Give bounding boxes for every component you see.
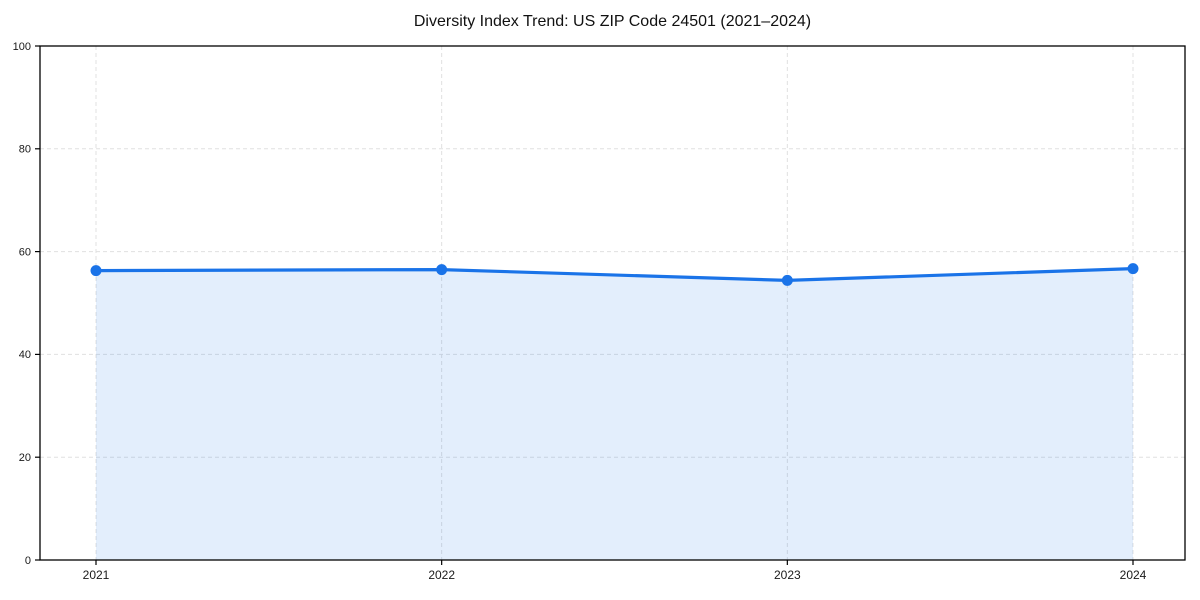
data-point-2023 [781,274,793,286]
y-tick-label: 20 [19,452,31,464]
y-tick-label: 100 [13,41,31,53]
y-tick-label: 80 [19,144,31,156]
x-tick-labels: 2021 2022 2023 2024 [83,568,1147,582]
y-tick-label: 40 [19,349,31,361]
data-point-2021 [90,265,102,277]
area-fill [96,268,1133,560]
y-tick-label: 60 [19,246,31,258]
data-point-2024 [1127,263,1139,275]
plot-border [39,45,1186,561]
x-tick-label: 2022 [428,568,455,582]
x-tick-label: 2024 [1120,568,1147,582]
chart-title: Diversity Index Trend: US ZIP Code 24501… [413,13,812,30]
x-tick-label: 2021 [83,568,110,582]
data-points [90,263,1139,286]
y-tick-labels: 0 20 40 60 80 100 [13,41,31,567]
y-tick-label: 0 [25,555,31,567]
tick-marks [35,45,1134,565]
data-point-2022 [436,264,448,276]
x-tick-label: 2023 [774,568,801,582]
trend-line [94,267,1135,282]
